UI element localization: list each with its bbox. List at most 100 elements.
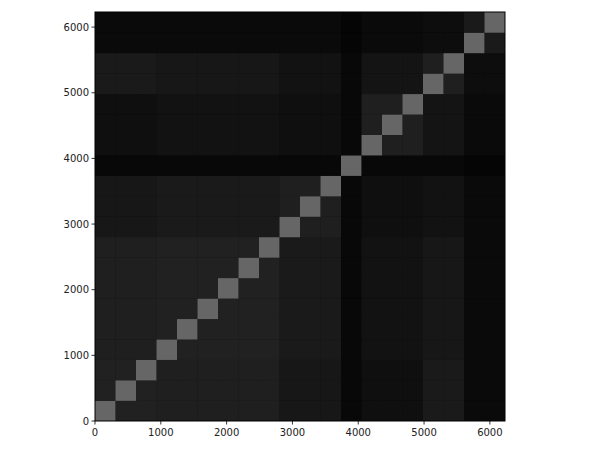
cell xyxy=(382,278,403,299)
cell xyxy=(259,94,280,115)
cell xyxy=(444,278,465,299)
cell xyxy=(464,217,485,238)
cell xyxy=(464,257,485,278)
cell xyxy=(423,278,444,299)
cell xyxy=(423,257,444,278)
cell xyxy=(341,155,362,176)
cell xyxy=(444,135,465,156)
cell xyxy=(259,217,280,238)
y-tick xyxy=(92,289,96,290)
cell xyxy=(382,73,403,94)
cell xyxy=(464,176,485,197)
cell xyxy=(341,339,362,360)
cell xyxy=(198,217,219,238)
cell xyxy=(198,32,219,53)
cell xyxy=(116,319,137,340)
cell xyxy=(464,155,485,176)
cell xyxy=(423,237,444,258)
cell xyxy=(259,257,280,278)
cell xyxy=(341,32,362,53)
cell xyxy=(280,339,301,360)
cell xyxy=(136,298,157,319)
cell xyxy=(341,298,362,319)
cell xyxy=(259,114,280,135)
cell xyxy=(403,53,424,74)
cell xyxy=(382,339,403,360)
cell xyxy=(321,217,342,238)
cell xyxy=(239,53,260,74)
cell xyxy=(239,339,260,360)
cell xyxy=(362,32,383,53)
cell xyxy=(444,401,465,421)
x-tick-label: 3000 xyxy=(280,427,305,438)
cell xyxy=(157,176,178,197)
cell xyxy=(280,401,301,421)
cell xyxy=(485,196,506,217)
cell xyxy=(321,257,342,278)
cell xyxy=(239,217,260,238)
cell xyxy=(218,114,239,135)
cell xyxy=(423,196,444,217)
cell xyxy=(116,237,137,258)
cell xyxy=(218,217,239,238)
cell xyxy=(464,94,485,115)
cell xyxy=(485,360,506,381)
cell xyxy=(300,257,321,278)
cell xyxy=(300,73,321,94)
cell xyxy=(485,53,506,74)
cell xyxy=(218,32,239,53)
cell xyxy=(239,278,260,299)
cell xyxy=(300,176,321,197)
cell xyxy=(198,196,219,217)
cell xyxy=(464,114,485,135)
cell xyxy=(239,32,260,53)
cell xyxy=(382,12,403,33)
cell xyxy=(157,360,178,381)
cell xyxy=(382,217,403,238)
cell xyxy=(95,73,116,94)
cell xyxy=(136,176,157,197)
cell xyxy=(95,298,116,319)
cell xyxy=(321,319,342,340)
x-tick-label: 2000 xyxy=(214,427,239,438)
cell xyxy=(136,32,157,53)
cell xyxy=(280,12,301,33)
cell xyxy=(218,257,239,278)
cell xyxy=(321,155,342,176)
cell xyxy=(403,217,424,238)
cell xyxy=(259,155,280,176)
cell xyxy=(239,360,260,381)
cell xyxy=(198,257,219,278)
cell xyxy=(116,176,137,197)
cell xyxy=(403,237,424,258)
cell xyxy=(259,298,280,319)
cell xyxy=(95,114,116,135)
cell xyxy=(198,380,219,401)
cell xyxy=(382,237,403,258)
cell xyxy=(362,360,383,381)
cell xyxy=(280,155,301,176)
cell xyxy=(321,196,342,217)
cell xyxy=(341,114,362,135)
cell xyxy=(116,278,137,299)
cell xyxy=(485,339,506,360)
cell xyxy=(116,94,137,115)
cell xyxy=(218,73,239,94)
cell xyxy=(218,94,239,115)
plot-frame xyxy=(95,12,505,421)
cell xyxy=(444,339,465,360)
cell xyxy=(423,114,444,135)
y-tick xyxy=(92,158,96,159)
cell xyxy=(239,135,260,156)
cell xyxy=(157,380,178,401)
cell xyxy=(403,176,424,197)
cell xyxy=(198,53,219,74)
cell xyxy=(382,176,403,197)
cell xyxy=(157,114,178,135)
cell xyxy=(177,53,198,74)
cell xyxy=(136,401,157,421)
cell xyxy=(485,401,506,421)
cell xyxy=(444,237,465,258)
cell xyxy=(382,401,403,421)
plot-background xyxy=(95,12,505,421)
